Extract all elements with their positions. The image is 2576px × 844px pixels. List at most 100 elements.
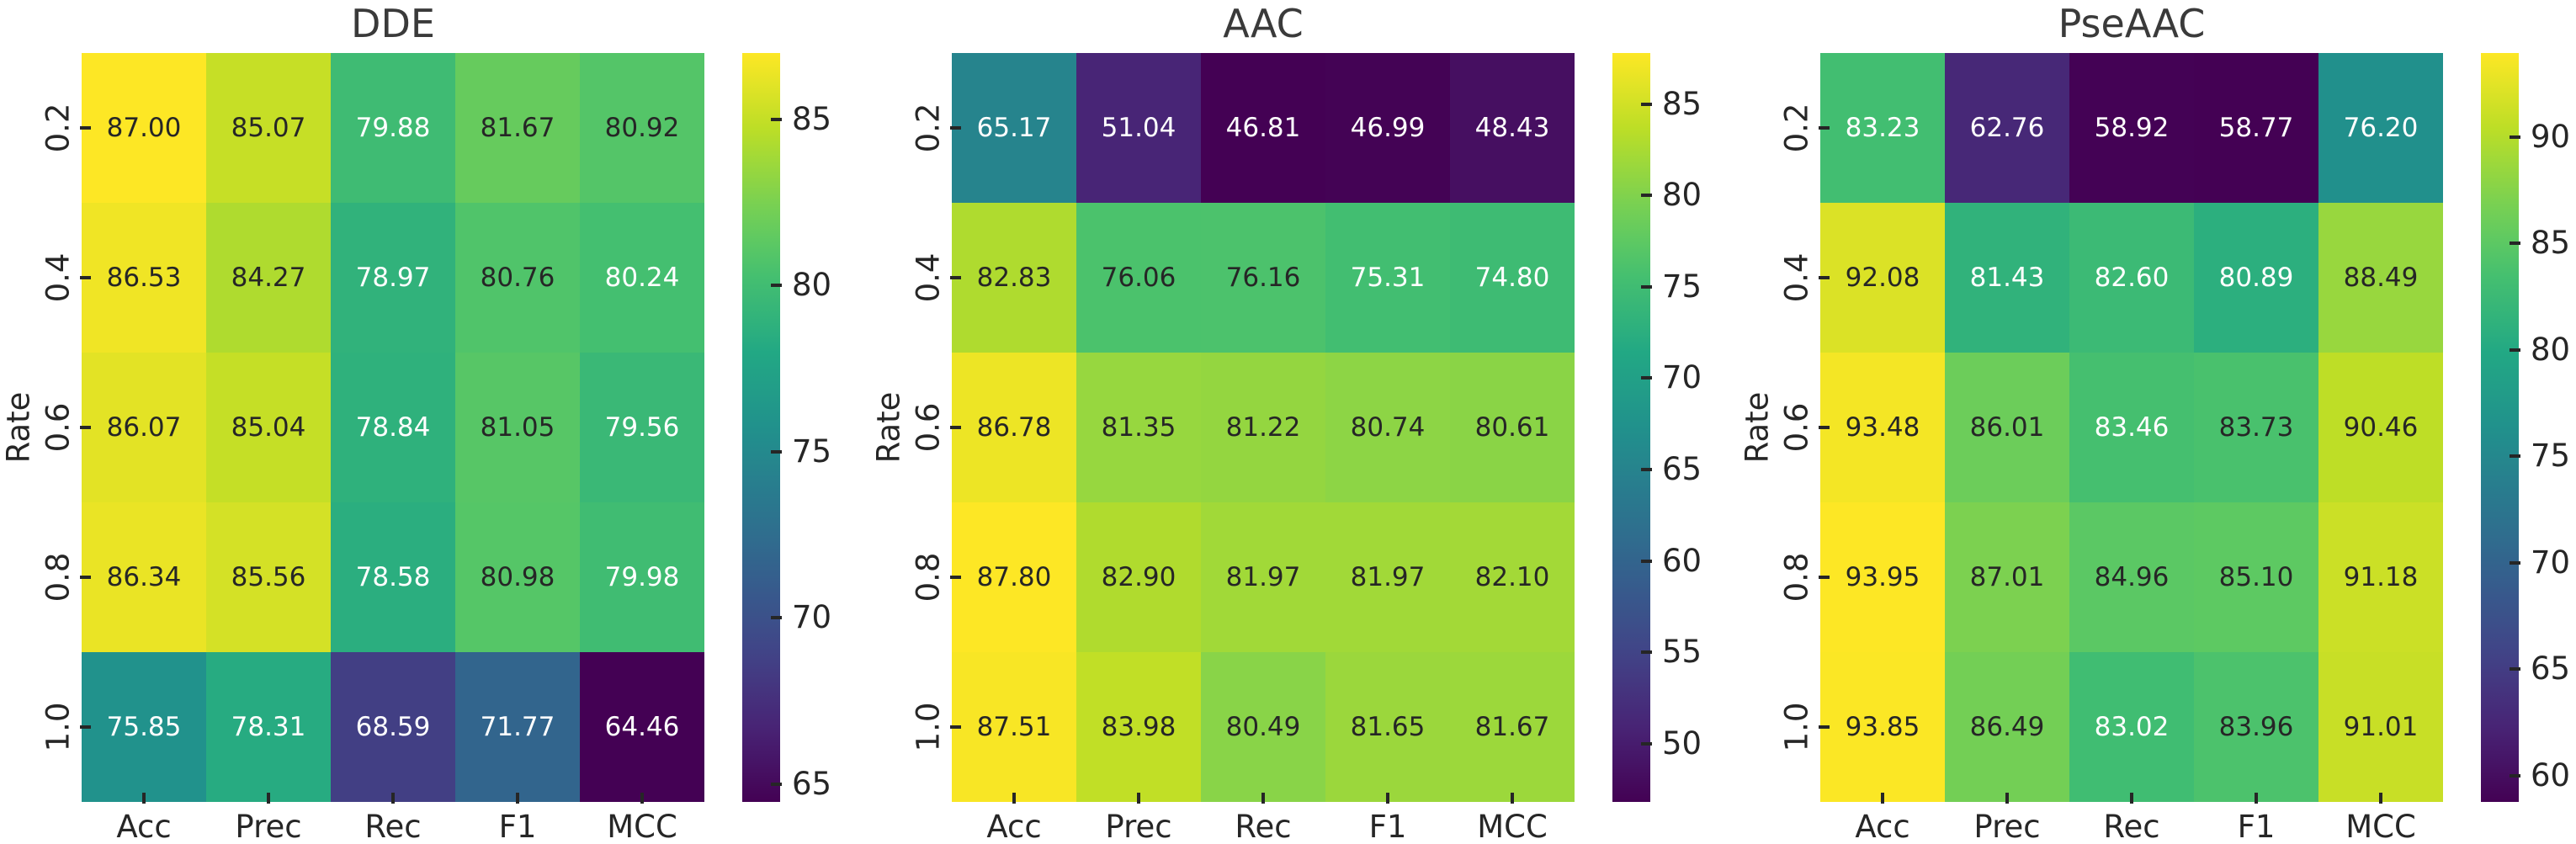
y-tick-label: 0.4 <box>910 252 947 303</box>
cell-value: 86.49 <box>1969 712 2045 742</box>
heatmap-cell: 82.90 <box>1076 502 1201 652</box>
cell-value: 81.67 <box>1474 712 1550 742</box>
cell-value: 74.80 <box>1474 263 1550 293</box>
cell-value: 80.89 <box>2218 263 2294 293</box>
heatmap-cell: 71.77 <box>455 652 580 802</box>
heatmap-cell: 82.83 <box>952 203 1076 353</box>
colorbar-tick-label: 80 <box>1662 177 1702 214</box>
colorbar-tick-mark <box>771 782 782 786</box>
heatmap-cell: 92.08 <box>1820 203 1945 353</box>
heatmap-grid: 65.17 51.04 46.81 46.99 48.43 82.83 76.06 76.16… <box>952 53 1575 802</box>
heatmap-cell: 83.96 <box>2194 652 2318 802</box>
colorbar-tick-mark <box>1641 376 1652 380</box>
colorbar-tick-label: 80 <box>2531 331 2571 368</box>
heatmap-panel-pseaac: PseAAC Rate 83.23 62.76 58.92 58.77 76.20 92.… <box>1718 0 2576 844</box>
heatmap-cell: 81.05 <box>455 353 580 502</box>
y-tick-label: 1.0 <box>1778 702 1815 752</box>
heatmap-cell: 79.56 <box>580 353 704 502</box>
y-tick-mark <box>1819 426 1830 429</box>
cell-value: 91.01 <box>2343 712 2419 742</box>
heatmap-cell: 46.99 <box>1325 53 1450 203</box>
heatmap-cell: 86.07 <box>82 353 206 502</box>
colorbar-tick-mark <box>2510 454 2520 459</box>
x-tick-label: Acc <box>116 809 172 844</box>
heatmap-cell: 46.81 <box>1201 53 1325 203</box>
y-tick-label: 0.8 <box>910 552 947 602</box>
y-tick-label: 0.2 <box>40 103 77 153</box>
y-tick-mark <box>1819 276 1830 279</box>
heatmap-cell: 85.04 <box>206 353 331 502</box>
colorbar-tick-mark <box>2510 242 2520 246</box>
panel-title: PseAAC <box>2058 1 2206 46</box>
panel-title: DDE <box>351 1 435 46</box>
cell-value: 93.95 <box>1845 562 1920 592</box>
y-tick-mark <box>80 126 91 130</box>
heatmap-panel-aac: AAC Rate 65.17 51.04 46.81 46.99 48.43 82.83 7… <box>858 0 1717 844</box>
heatmap-cell: 86.01 <box>1945 353 2069 502</box>
cell-value: 80.76 <box>480 263 555 293</box>
heatmap-cell: 88.49 <box>2318 203 2443 353</box>
x-tick-mark <box>267 793 270 804</box>
colorbar-tick-mark <box>2510 667 2520 671</box>
colorbar <box>2481 53 2519 802</box>
heatmap-cell: 86.53 <box>82 203 206 353</box>
heatmap-cell: 85.07 <box>206 53 331 203</box>
cell-value: 58.92 <box>2094 113 2170 143</box>
y-tick-mark <box>950 276 961 279</box>
cell-value: 82.90 <box>1101 562 1176 592</box>
x-tick-label: Acc <box>1855 809 1910 844</box>
heatmap-cell: 51.04 <box>1076 53 1201 203</box>
heatmap-cell: 76.06 <box>1076 203 1201 353</box>
cell-value: 80.61 <box>1474 412 1550 443</box>
colorbar-tick-label: 75 <box>2531 438 2571 475</box>
heatmap-cell: 75.31 <box>1325 203 1450 353</box>
colorbar-tick-mark <box>1641 559 1652 563</box>
colorbar-tick-label: 60 <box>1662 542 1702 579</box>
cell-value: 81.22 <box>1225 412 1301 443</box>
y-tick-mark <box>950 426 961 429</box>
x-tick-mark <box>1012 793 1016 804</box>
heatmap-cell: 93.85 <box>1820 652 1945 802</box>
cell-value: 81.97 <box>1225 562 1301 592</box>
cell-value: 82.10 <box>1474 562 1550 592</box>
x-tick-mark <box>2255 793 2258 804</box>
cell-value: 90.46 <box>2343 412 2419 443</box>
y-axis-label: Rate <box>0 391 37 464</box>
x-tick-mark <box>2130 793 2133 804</box>
cell-value: 80.49 <box>1225 712 1301 742</box>
heatmap-cell: 80.76 <box>455 203 580 353</box>
heatmap-cell: 76.20 <box>2318 53 2443 203</box>
y-tick-mark <box>80 276 91 279</box>
y-tick-label: 0.8 <box>1778 552 1815 602</box>
cell-value: 75.31 <box>1350 263 1426 293</box>
cell-value: 48.43 <box>1474 113 1550 143</box>
colorbar-tick-label: 85 <box>1662 85 1702 122</box>
heatmap-cell: 78.84 <box>331 353 455 502</box>
y-axis-label: Rate <box>870 391 907 464</box>
colorbar-tick-label: 75 <box>792 433 832 470</box>
heatmap-cell: 86.78 <box>952 353 1076 502</box>
cell-value: 84.96 <box>2094 562 2170 592</box>
heatmap-cell: 86.49 <box>1945 652 2069 802</box>
colorbar-tick-mark <box>1641 102 1652 106</box>
heatmap-cell: 87.80 <box>952 502 1076 652</box>
cell-value: 78.58 <box>355 562 431 592</box>
y-tick-label: 1.0 <box>40 702 77 752</box>
heatmap-cell: 80.24 <box>580 203 704 353</box>
cell-value: 81.35 <box>1101 412 1176 443</box>
x-tick-mark <box>1137 793 1140 804</box>
heatmap-cell: 82.60 <box>2069 203 2194 353</box>
y-tick-label: 0.2 <box>910 103 947 153</box>
colorbar-tick-mark <box>2510 348 2520 352</box>
heatmap-cell: 83.98 <box>1076 652 1201 802</box>
heatmap-cell: 85.56 <box>206 502 331 652</box>
colorbar-tick-mark <box>2510 560 2520 565</box>
heatmap-cell: 80.74 <box>1325 353 1450 502</box>
y-tick-label: 0.8 <box>40 552 77 602</box>
cell-value: 79.98 <box>604 562 680 592</box>
heatmap-cell: 76.16 <box>1201 203 1325 353</box>
heatmap-panel-dde: DDE Rate 87.00 85.07 79.88 81.67 80.92 86.53 8… <box>0 0 858 844</box>
cell-value: 81.05 <box>480 412 555 443</box>
heatmap-cell: 78.58 <box>331 502 455 652</box>
colorbar-tick-label: 85 <box>2531 225 2571 262</box>
